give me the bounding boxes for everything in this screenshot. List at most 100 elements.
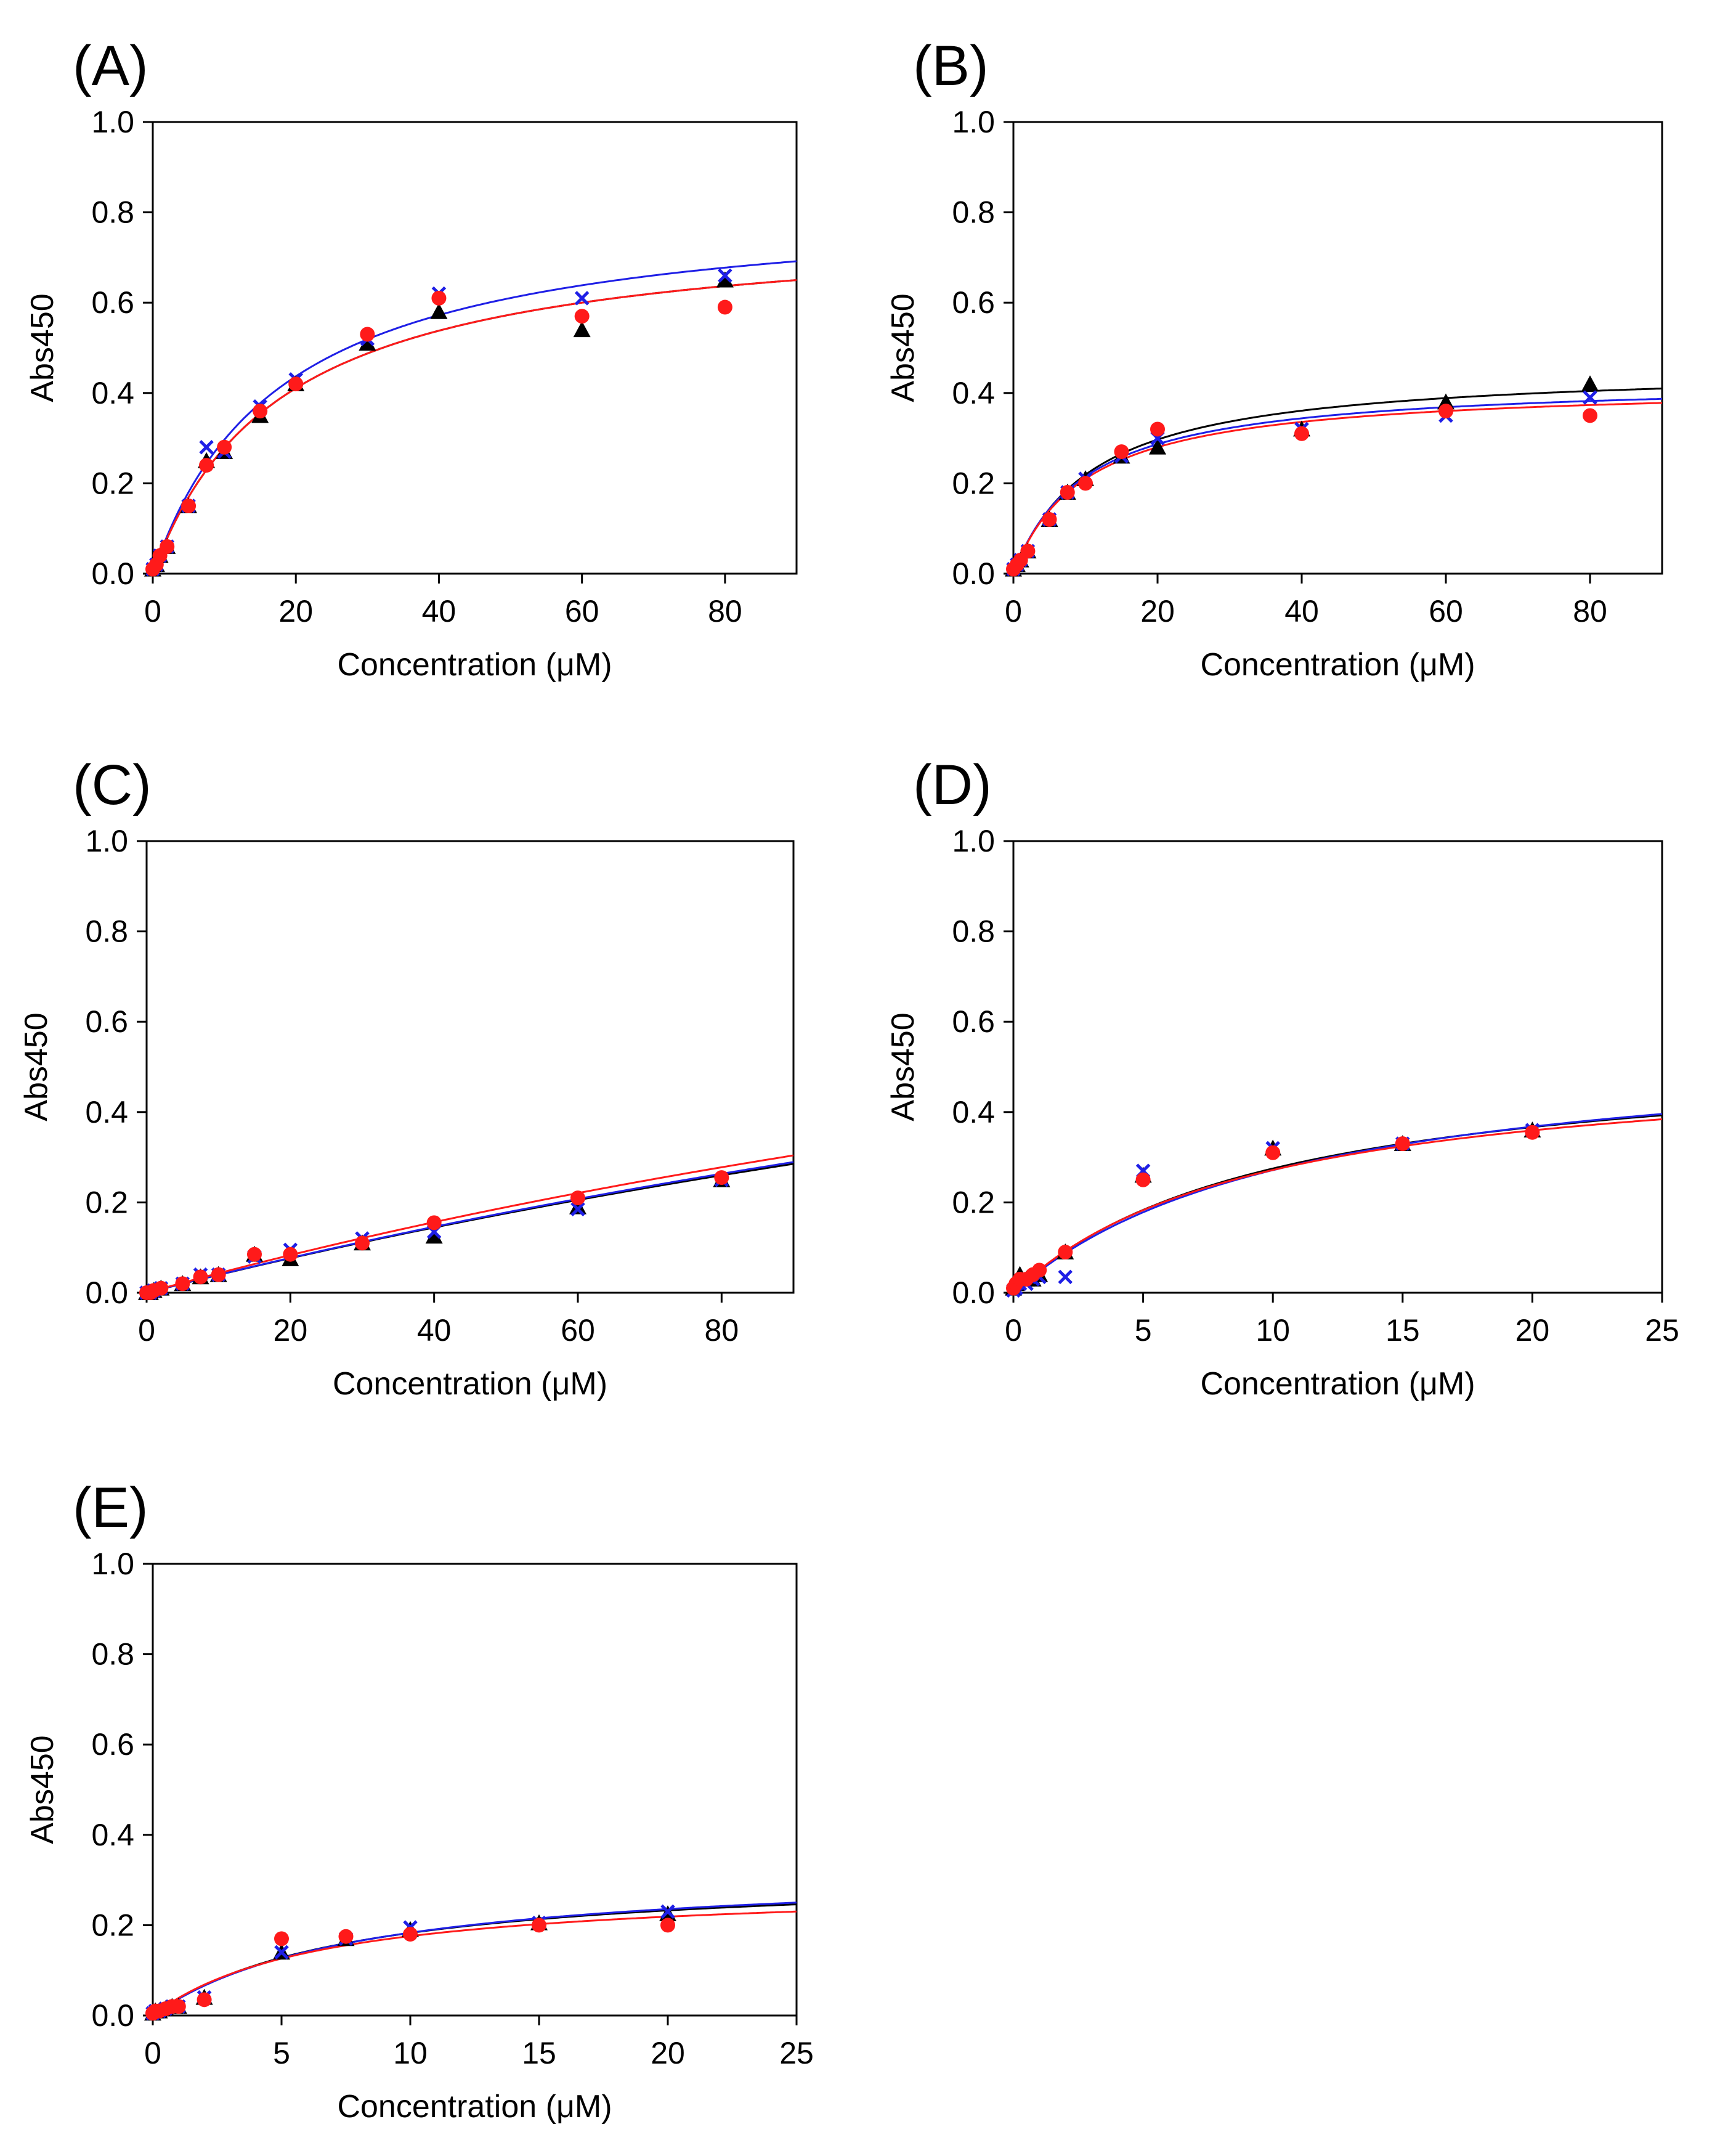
y-tick-label: 0.8 <box>952 195 995 230</box>
x-tick-label: 0 <box>144 594 161 628</box>
fit-curve-red <box>153 1910 797 2016</box>
x-tick-label: 0 <box>138 1313 155 1348</box>
data-point-red <box>714 1170 729 1186</box>
y-tick-label: 0.6 <box>91 1727 134 1762</box>
data-point-blue <box>574 291 590 306</box>
data-point-red <box>1294 426 1309 441</box>
x-tick-label: 5 <box>273 2036 290 2070</box>
data-point-red <box>717 299 732 315</box>
data-point-red <box>199 458 214 473</box>
plot-frame <box>145 840 795 1294</box>
data-point-red <box>1078 476 1093 491</box>
data-point-red <box>1020 543 1036 559</box>
x-tick-label: 10 <box>1256 1313 1290 1348</box>
data-point-blue <box>274 1945 289 1960</box>
fit-curve-blue <box>153 260 797 574</box>
y-axis-title: Abs450 <box>885 1012 921 1121</box>
y-tick-label: 0.0 <box>91 1998 134 2033</box>
panel-letter: (A) <box>73 35 148 97</box>
x-tick-label: 15 <box>522 2036 556 2070</box>
y-tick-label: 0.8 <box>91 1637 134 1672</box>
chart-panel: (E) 0.0 0.2 0.4 0.6 0.8 1.0 0 5 10 15 20 25 Concentra… <box>25 1476 814 2125</box>
data-point-red <box>426 1215 442 1231</box>
y-axis-title: Abs450 <box>18 1012 54 1121</box>
data-point-red <box>171 1999 186 2014</box>
data-point-red <box>1135 1172 1151 1187</box>
data-point-red <box>1438 404 1453 419</box>
data-point-black <box>716 271 734 288</box>
data-point-red <box>288 376 304 392</box>
data-point-red <box>1395 1136 1410 1152</box>
panel-letter: (D) <box>913 754 992 816</box>
data-point-red <box>175 1276 190 1292</box>
data-point-blue <box>660 1904 675 1919</box>
x-tick-label: 0 <box>1005 594 1022 628</box>
plot-frame <box>152 121 798 575</box>
x-axis-title: Concentration (μM) <box>333 1366 607 1402</box>
y-tick-label: 0.4 <box>91 376 134 410</box>
data-point-red <box>1265 1145 1281 1160</box>
data-point-blue <box>1058 1269 1073 1285</box>
y-axis-title: Abs450 <box>25 1735 60 1844</box>
data-point-red <box>1032 1263 1047 1278</box>
x-tick-label: 40 <box>1284 594 1319 628</box>
data-point-red <box>283 1247 298 1262</box>
fit-curve-red <box>147 1154 793 1293</box>
data-point-red <box>160 539 175 555</box>
y-tick-label: 0.0 <box>952 556 995 591</box>
y-tick-label: 0.2 <box>91 466 134 500</box>
data-point-blue <box>1583 390 1597 405</box>
data-point-black <box>430 303 448 319</box>
y-tick-label: 0.2 <box>91 1908 134 1942</box>
data-point-red <box>403 1927 418 1942</box>
y-tick-label: 0.0 <box>91 556 134 591</box>
panel-letter: (B) <box>913 35 989 97</box>
data-point-red <box>360 327 375 342</box>
data-point-red <box>570 1190 585 1206</box>
y-tick-label: 1.0 <box>85 824 128 858</box>
chart-panel: (B) 0.0 0.2 0.4 0.6 0.8 1.0 0 20 40 60 80 Concentrat… <box>885 35 1663 683</box>
x-tick-label: 5 <box>1135 1313 1152 1348</box>
x-axis-title: Concentration (μM) <box>1200 1366 1475 1402</box>
y-tick-label: 0.2 <box>952 1185 995 1219</box>
fit-curve-blue <box>147 1161 793 1293</box>
data-point-red <box>574 309 590 324</box>
y-tick-label: 0.6 <box>952 285 995 320</box>
data-point-red <box>153 1280 169 1296</box>
y-tick-label: 0.4 <box>952 376 995 410</box>
data-point-red <box>247 1247 262 1262</box>
x-axis-title: Concentration (μM) <box>1200 647 1475 683</box>
data-point-red <box>217 439 232 455</box>
data-point-red <box>253 404 268 419</box>
x-axis-title: Concentration (μM) <box>337 647 612 683</box>
data-point-red <box>181 498 197 514</box>
x-tick-label: 80 <box>1573 594 1607 628</box>
y-tick-label: 0.8 <box>952 914 995 949</box>
y-tick-label: 1.0 <box>91 1547 134 1581</box>
plot-frame <box>1012 840 1663 1294</box>
y-tick-label: 0.4 <box>91 1818 134 1852</box>
chart-panel: (D) 0.0 0.2 0.4 0.6 0.8 1.0 0 5 10 15 20 25 Concentra… <box>885 754 1679 1402</box>
y-tick-label: 0.0 <box>952 1275 995 1310</box>
data-point-red <box>1058 1245 1073 1260</box>
x-tick-label: 40 <box>422 594 456 628</box>
data-point-blue <box>570 1202 585 1217</box>
data-point-red <box>1150 421 1165 437</box>
x-tick-label: 20 <box>1515 1313 1550 1348</box>
panel-letter: (E) <box>73 1476 148 1539</box>
x-tick-label: 20 <box>1140 594 1175 628</box>
y-tick-label: 0.8 <box>91 195 134 230</box>
data-point-red <box>1114 444 1129 460</box>
data-point-black <box>425 1227 443 1244</box>
x-tick-label: 60 <box>561 1313 595 1348</box>
x-tick-label: 40 <box>417 1313 452 1348</box>
data-point-red <box>660 1918 675 1933</box>
y-tick-label: 0.8 <box>85 914 128 949</box>
x-tick-label: 25 <box>1645 1313 1679 1348</box>
data-point-red <box>1060 485 1075 500</box>
data-point-blue <box>718 268 732 283</box>
data-point-black <box>1581 375 1599 392</box>
x-tick-label: 20 <box>278 594 313 628</box>
